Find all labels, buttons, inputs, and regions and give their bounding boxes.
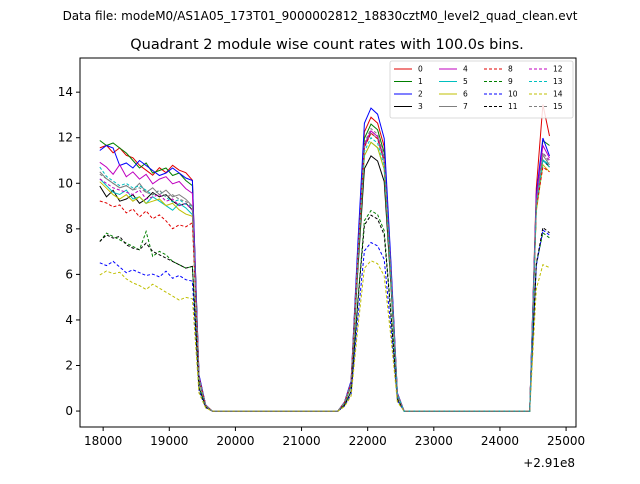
x-tick-label: 25000 [547,434,585,448]
x-axis: 18000 19000 20000 21000 22000 23000 24000 25000 [84,427,585,448]
legend-label-6: 6 [463,90,468,99]
legend-label-14: 14 [553,90,563,99]
legend-label-3: 3 [418,102,423,111]
y-tick-label: 2 [65,359,73,373]
legend-label-2: 2 [418,90,423,99]
y-tick-label: 12 [58,131,73,145]
legend-label-4: 4 [463,65,468,74]
chart-suptitle: Data file: modeM0/AS1A05_173T01_90000028… [63,9,578,23]
legend-label-0: 0 [418,65,423,74]
x-tick-label: 22000 [349,434,387,448]
x-tick-label: 21000 [282,434,320,448]
x-tick-label: 19000 [150,434,188,448]
y-tick-label: 0 [65,404,73,418]
legend-label-1: 1 [418,77,423,86]
y-tick-label: 8 [65,222,73,236]
y-axis: 0 2 4 6 8 10 12 14 [58,85,80,418]
legend-label-7: 7 [463,102,468,111]
legend-label-10: 10 [508,90,518,99]
y-tick-label: 6 [65,267,73,281]
series-line-14 [99,260,550,412]
axes-frame [79,57,577,428]
x-tick-label: 24000 [481,434,519,448]
series-layer [99,104,550,412]
series-line-13 [99,136,550,412]
legend-box [389,60,574,119]
legend-label-12: 12 [553,65,563,74]
legend-label-5: 5 [463,77,468,86]
legend-label-13: 13 [553,77,563,86]
legend-label-9: 9 [508,77,513,86]
x-axis-offset-label: +2.91e8 [523,456,575,470]
x-tick-label: 20000 [216,434,254,448]
plot-area: 18000 19000 20000 21000 22000 23000 24000 25000… [58,57,585,470]
y-tick-label: 4 [65,313,73,327]
y-tick-label: 10 [58,176,73,190]
x-tick-label: 23000 [415,434,453,448]
legend-label-8: 8 [508,65,513,74]
x-tick-label: 18000 [84,434,122,448]
legend-label-15: 15 [553,102,563,111]
y-tick-label: 14 [58,85,73,99]
chart-title: Quadrant 2 module wise count rates with … [130,37,524,53]
legend-label-11: 11 [508,102,518,111]
